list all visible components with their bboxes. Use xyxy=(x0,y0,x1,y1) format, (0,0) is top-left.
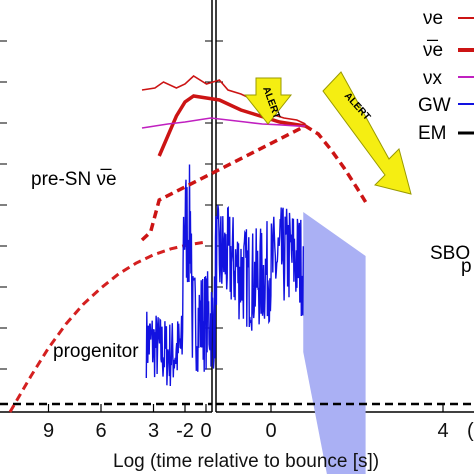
x-axis-label: Log (time relative to bounce [s]) xyxy=(113,451,379,472)
right-x-tick-label-3: 4 xyxy=(437,420,448,442)
left-x-tick-label-3: 0 xyxy=(200,420,211,442)
left-x-tick-label-0: 9 xyxy=(43,420,54,442)
right-series-1 xyxy=(157,94,306,157)
gw-uncertainty-band xyxy=(303,212,366,474)
left-x-tick-label-1: 6 xyxy=(95,420,106,442)
pre-sn-label: pre-SN ν̅e xyxy=(31,169,117,190)
legend-label-nuebar: ν̅e xyxy=(423,40,443,61)
right-series-0 xyxy=(141,74,306,125)
left-panel-ticks: 9 6 3 0 xyxy=(0,40,212,442)
alert-arrow-1: ALERT xyxy=(243,77,293,125)
right-series-2 xyxy=(140,123,368,242)
right-edge-tick-label: ( xyxy=(467,420,474,442)
alert-arrow-2-shape xyxy=(322,71,412,195)
legend-label-gw: GW xyxy=(418,95,451,116)
alert-arrow-2: ALERT xyxy=(322,71,412,195)
left-x-tick-label-2: 3 xyxy=(148,420,159,442)
gw-signal-trace xyxy=(145,164,304,387)
series-layer xyxy=(0,74,474,474)
p-label: p xyxy=(461,256,472,277)
pre-sn-antineutrino-curve xyxy=(8,240,207,413)
sbo-label: SBO xyxy=(430,243,470,264)
legend-label-nux: νx xyxy=(423,68,443,89)
progenitor-label: progenitor xyxy=(53,341,139,362)
legend-label-em: EM xyxy=(418,123,447,144)
legend-label-nue: νe xyxy=(423,8,443,29)
right-series-3 xyxy=(141,117,306,129)
legend: νe ν̅e νx GW EM xyxy=(418,8,474,144)
alert-arrow-1-shape xyxy=(243,77,293,125)
right-x-tick-label-1: 0 xyxy=(265,420,276,442)
right-x-tick-label-0: -2 xyxy=(176,420,194,442)
